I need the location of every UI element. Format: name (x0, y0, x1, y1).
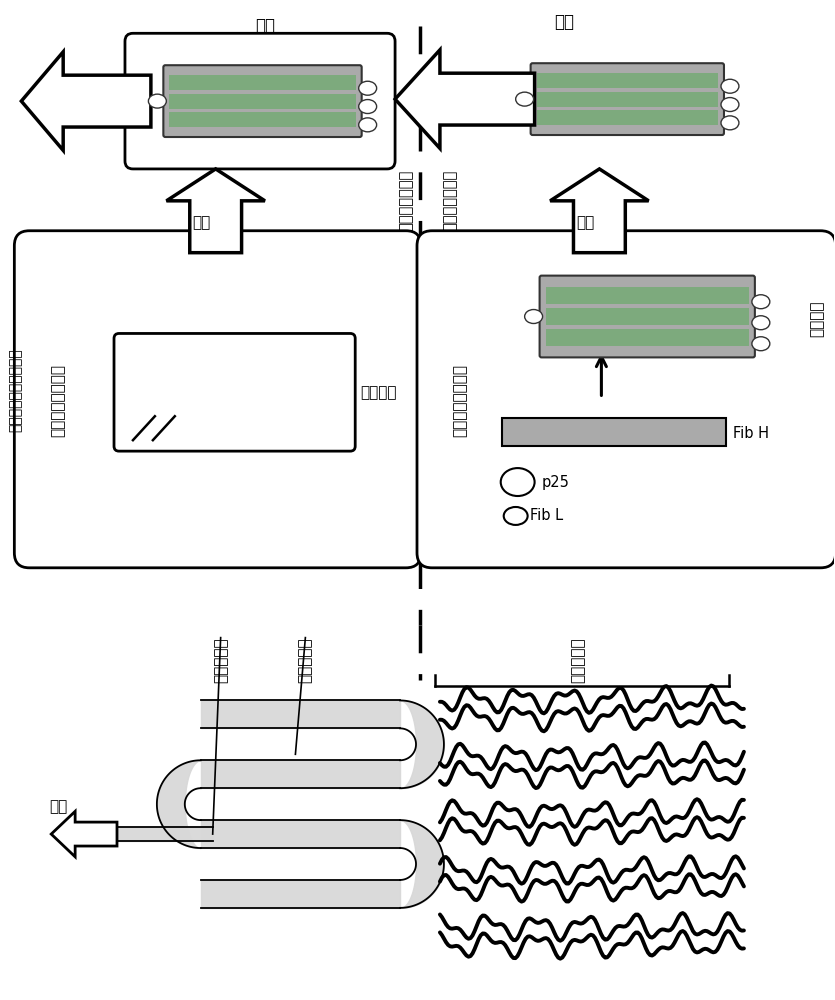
Ellipse shape (359, 100, 377, 114)
Text: 中部绹丝腺细胞内: 中部绹丝腺细胞内 (51, 364, 66, 437)
FancyBboxPatch shape (164, 65, 362, 137)
Polygon shape (395, 50, 534, 148)
Ellipse shape (721, 79, 739, 93)
FancyBboxPatch shape (539, 276, 755, 357)
Ellipse shape (721, 116, 739, 130)
Text: 转移: 转移 (554, 13, 574, 31)
Ellipse shape (359, 118, 377, 132)
Text: 后部绹丝腺: 后部绹丝腺 (570, 638, 585, 683)
FancyBboxPatch shape (14, 231, 421, 568)
Bar (537, 110, 718, 125)
Bar (537, 92, 718, 107)
Ellipse shape (752, 316, 770, 330)
Ellipse shape (504, 507, 528, 525)
Text: 绸丝: 绸丝 (256, 17, 276, 35)
Bar (537, 73, 718, 88)
Polygon shape (51, 811, 117, 857)
Polygon shape (166, 169, 265, 253)
Ellipse shape (516, 92, 534, 106)
Bar (170, 94, 356, 109)
Text: 经过前部绹丝腺而吐丝: 经过前部绹丝腺而吐丝 (8, 348, 23, 432)
Text: 后部绹丝腺内腔: 后部绹丝腺内腔 (443, 170, 458, 231)
Ellipse shape (149, 94, 166, 108)
Bar (170, 112, 356, 127)
Text: 丝胶蛋白: 丝胶蛋白 (360, 385, 397, 400)
FancyBboxPatch shape (125, 33, 395, 169)
FancyBboxPatch shape (417, 231, 835, 568)
FancyBboxPatch shape (114, 333, 355, 451)
Bar (170, 75, 356, 90)
Text: 中部绹丝腺内腔: 中部绹丝腺内腔 (398, 170, 413, 231)
Ellipse shape (721, 98, 739, 112)
Ellipse shape (752, 337, 770, 351)
Text: Fib H: Fib H (733, 426, 769, 441)
FancyBboxPatch shape (530, 63, 724, 135)
Bar (545, 329, 749, 346)
Text: p25: p25 (542, 475, 569, 490)
Polygon shape (22, 52, 151, 150)
Text: 吐丝: 吐丝 (49, 799, 68, 814)
Text: 分泌: 分泌 (192, 215, 210, 230)
Polygon shape (550, 169, 649, 253)
Text: 分泌: 分泌 (576, 215, 595, 230)
Ellipse shape (501, 468, 534, 496)
Text: 前部绹丝腺: 前部绹丝腺 (213, 638, 228, 683)
Text: 中部绹丝腺: 中部绹丝腺 (298, 638, 313, 683)
Bar (545, 287, 749, 304)
Ellipse shape (524, 310, 543, 323)
Ellipse shape (359, 81, 377, 95)
Text: Fib L: Fib L (529, 508, 563, 523)
Text: 后部绹丝腺细胞内: 后部绹丝腺细胞内 (453, 364, 468, 437)
Text: 丝心蛋白: 丝心蛋白 (809, 300, 824, 337)
Bar (502, 418, 726, 446)
Ellipse shape (752, 295, 770, 309)
Bar (545, 308, 749, 325)
